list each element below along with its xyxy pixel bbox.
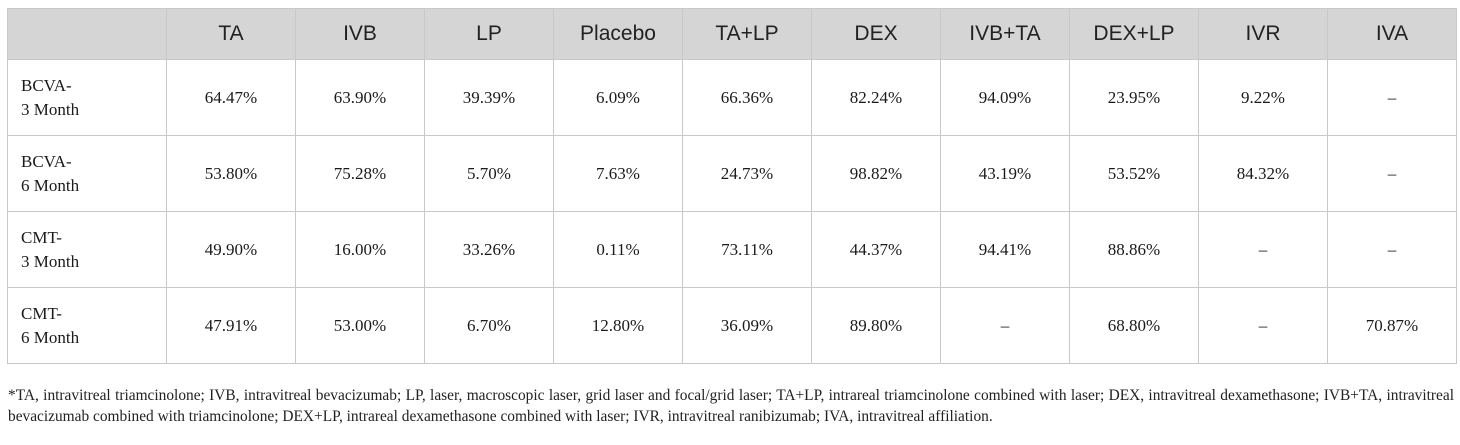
column-header: DEX+LP [1069, 8, 1199, 60]
table-cell: 6.09% [553, 59, 683, 136]
row-label-line: BCVA- [21, 75, 72, 95]
header-row: TA IVB LP Placebo TA+LP DEX IVB+TA DEX+L… [7, 8, 1457, 60]
table-footnote: *TA, intravitreal triamcinolone; IVB, in… [8, 387, 1454, 426]
results-table-container: TA IVB LP Placebo TA+LP DEX IVB+TA DEX+L… [7, 8, 1457, 364]
column-header: TA [166, 8, 296, 60]
table-cell: 64.47% [166, 59, 296, 136]
table-cell: 53.52% [1069, 135, 1199, 212]
table-cell: 89.80% [811, 287, 941, 364]
row-label: CMT- 6 Month [7, 287, 167, 364]
table-cell: 73.11% [682, 211, 812, 288]
column-header: IVA [1327, 8, 1457, 60]
table-cell: 9.22% [1198, 59, 1328, 136]
row-label-line: 3 Month [21, 99, 80, 119]
table-cell: 98.82% [811, 135, 941, 212]
row-label-line: 6 Month [21, 175, 80, 195]
column-header: LP [424, 8, 554, 60]
table-cell: 75.28% [295, 135, 425, 212]
column-header: Placebo [553, 8, 683, 60]
table-cell: – [1198, 287, 1328, 364]
table-cell: – [1327, 59, 1457, 136]
column-header: IVR [1198, 8, 1328, 60]
table-cell: 84.32% [1198, 135, 1328, 212]
table-row: BCVA- 6 Month 53.80% 75.28% 5.70% 7.63% 2… [7, 135, 1457, 212]
column-header: TA+LP [682, 8, 812, 60]
row-label-line: CMT- [21, 227, 62, 247]
row-label: BCVA- 6 Month [7, 135, 167, 212]
table-cell: – [940, 287, 1070, 364]
table-cell: – [1327, 135, 1457, 212]
table-cell: 43.19% [940, 135, 1070, 212]
table-cell: 16.00% [295, 211, 425, 288]
row-label-line: 3 Month [21, 251, 80, 271]
row-label-line: 6 Month [21, 327, 80, 347]
table-cell: 49.90% [166, 211, 296, 288]
results-table: TA IVB LP Placebo TA+LP DEX IVB+TA DEX+L… [7, 8, 1457, 364]
table-cell: – [1327, 211, 1457, 288]
table-cell: 94.09% [940, 59, 1070, 136]
table-cell: 23.95% [1069, 59, 1199, 136]
row-label: CMT- 3 Month [7, 211, 167, 288]
table-cell: 66.36% [682, 59, 812, 136]
table-cell: – [1198, 211, 1328, 288]
table-cell: 94.41% [940, 211, 1070, 288]
table-cell: 5.70% [424, 135, 554, 212]
table-cell: 47.91% [166, 287, 296, 364]
table-cell: 39.39% [424, 59, 554, 136]
column-header: DEX [811, 8, 941, 60]
corner-header-cell [7, 8, 167, 60]
table-cell: 6.70% [424, 287, 554, 364]
row-label-line: BCVA- [21, 151, 72, 171]
column-header: IVB [295, 8, 425, 60]
table-row: CMT- 3 Month 49.90% 16.00% 33.26% 0.11% 7… [7, 211, 1457, 288]
table-cell: 82.24% [811, 59, 941, 136]
table-cell: 12.80% [553, 287, 683, 364]
row-label-line: CMT- [21, 303, 62, 323]
table-cell: 63.90% [295, 59, 425, 136]
table-cell: 24.73% [682, 135, 812, 212]
table-cell: 33.26% [424, 211, 554, 288]
table-cell: 70.87% [1327, 287, 1457, 364]
table-cell: 88.86% [1069, 211, 1199, 288]
table-cell: 7.63% [553, 135, 683, 212]
table-cell: 0.11% [553, 211, 683, 288]
table-cell: 36.09% [682, 287, 812, 364]
table-row: BCVA- 3 Month 64.47% 63.90% 39.39% 6.09% … [7, 59, 1457, 136]
table-cell: 53.80% [166, 135, 296, 212]
column-header: IVB+TA [940, 8, 1070, 60]
table-row: CMT- 6 Month 47.91% 53.00% 6.70% 12.80% 3… [7, 287, 1457, 364]
table-cell: 68.80% [1069, 287, 1199, 364]
table-cell: 53.00% [295, 287, 425, 364]
row-label: BCVA- 3 Month [7, 59, 167, 136]
table-cell: 44.37% [811, 211, 941, 288]
